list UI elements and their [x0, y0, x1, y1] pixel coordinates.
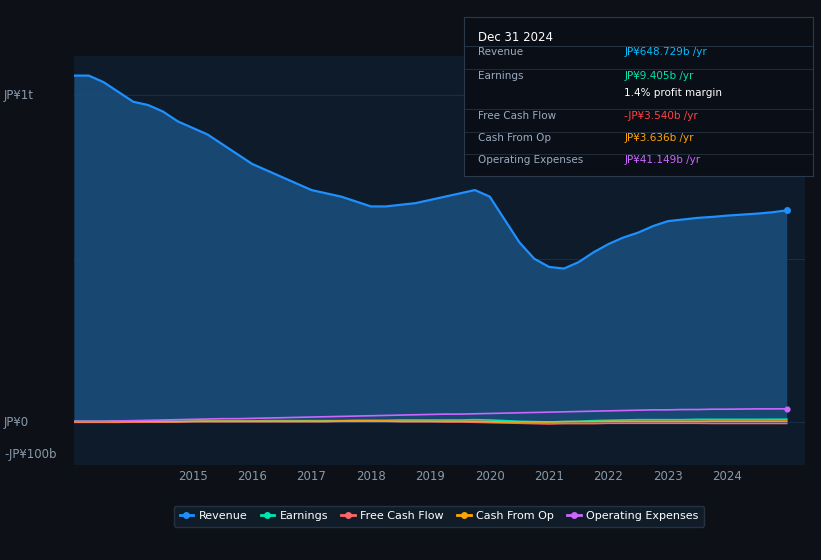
Text: JP¥1t: JP¥1t	[4, 88, 34, 102]
Text: Operating Expenses: Operating Expenses	[478, 156, 583, 165]
Point	[780, 404, 793, 413]
Text: Dec 31 2024: Dec 31 2024	[478, 31, 553, 44]
Text: Free Cash Flow: Free Cash Flow	[478, 111, 556, 121]
Text: JP¥0: JP¥0	[4, 416, 30, 429]
Text: JP¥648.729b /yr: JP¥648.729b /yr	[624, 47, 707, 57]
Text: JP¥3.636b /yr: JP¥3.636b /yr	[624, 133, 694, 143]
Text: -JP¥3.540b /yr: -JP¥3.540b /yr	[624, 111, 698, 121]
Point	[780, 206, 793, 215]
Text: Revenue: Revenue	[478, 47, 523, 57]
Text: 1.4% profit margin: 1.4% profit margin	[624, 88, 722, 99]
Text: -JP¥100b: -JP¥100b	[4, 449, 57, 461]
Text: JP¥41.149b /yr: JP¥41.149b /yr	[624, 156, 700, 165]
Legend: Revenue, Earnings, Free Cash Flow, Cash From Op, Operating Expenses: Revenue, Earnings, Free Cash Flow, Cash …	[174, 506, 704, 527]
Text: Earnings: Earnings	[478, 71, 523, 81]
Text: Cash From Op: Cash From Op	[478, 133, 551, 143]
Text: JP¥9.405b /yr: JP¥9.405b /yr	[624, 71, 694, 81]
